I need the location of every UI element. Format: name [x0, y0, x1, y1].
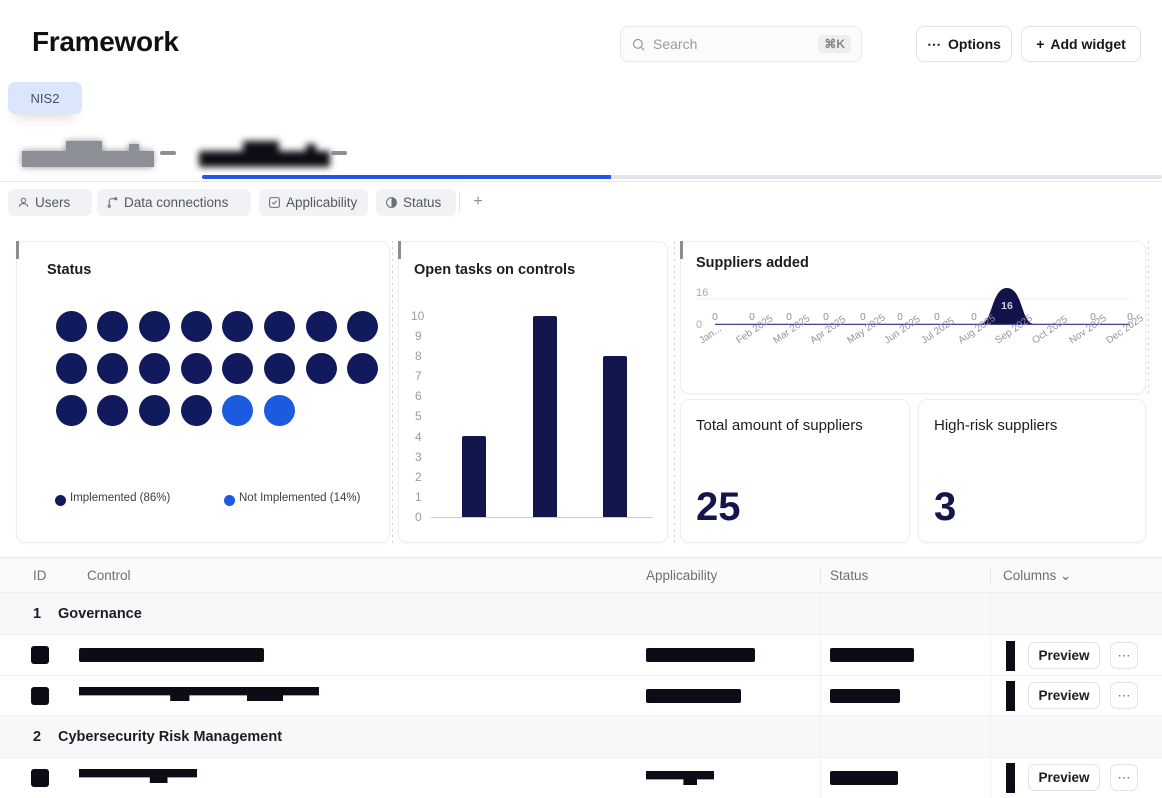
svg-text:Nov 2025: Nov 2025: [1067, 313, 1109, 347]
svg-text:Feb 2025: Feb 2025: [734, 313, 775, 346]
svg-text:0: 0: [712, 312, 718, 323]
svg-text:Dec 2025: Dec 2025: [1104, 313, 1146, 347]
svg-text:0: 0: [823, 312, 829, 323]
svg-text:Mar 2025: Mar 2025: [771, 313, 812, 346]
svg-text:May 2025: May 2025: [845, 312, 888, 346]
svg-text:0: 0: [786, 312, 792, 323]
svg-text:0: 0: [934, 312, 940, 323]
svg-text:0: 0: [749, 312, 755, 323]
svg-text:16: 16: [1001, 300, 1013, 312]
svg-text:Aug 2025: Aug 2025: [956, 313, 998, 347]
svg-text:0: 0: [696, 319, 702, 331]
svg-text:Oct 2025: Oct 2025: [1030, 314, 1070, 347]
svg-text:16: 16: [696, 287, 708, 299]
svg-text:0: 0: [897, 312, 903, 323]
svg-text:0: 0: [971, 312, 977, 323]
svg-text:0: 0: [860, 312, 866, 323]
